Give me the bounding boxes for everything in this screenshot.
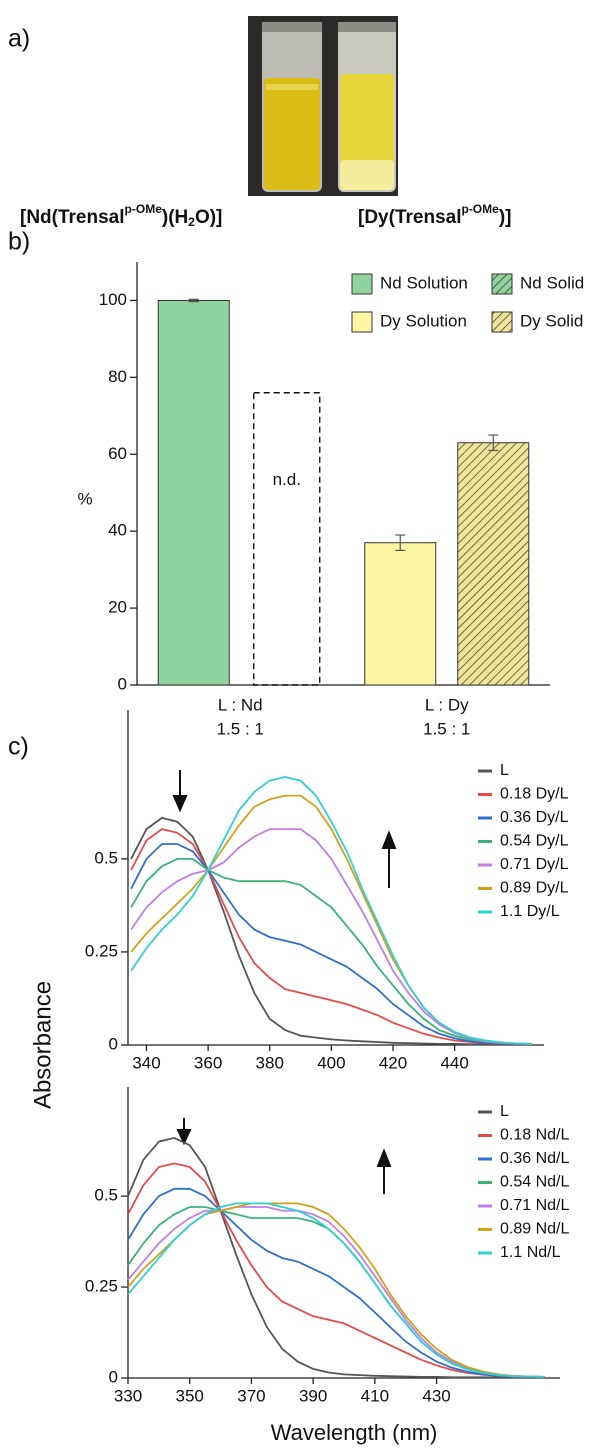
x-tick-label: 360 <box>194 1053 222 1072</box>
line-series <box>127 1202 545 1378</box>
caption-part: )] <box>499 207 512 228</box>
y-tick-label: 20 <box>108 598 127 617</box>
annotation: n.d. <box>273 470 301 489</box>
caption-superscript: p-OMe <box>461 202 499 216</box>
legend-label: 0.36 Dy/L <box>500 809 569 826</box>
legend-label: Nd Solution <box>380 273 468 292</box>
bar <box>457 442 530 686</box>
caption-part: )(H <box>162 207 188 228</box>
x-tick-label: 380 <box>256 1053 284 1072</box>
line-series <box>127 1206 545 1378</box>
legend-label: 0.54 Dy/L <box>500 833 569 850</box>
y-tick-label: 0 <box>109 1367 118 1386</box>
line-series <box>127 1162 545 1378</box>
line-series <box>130 828 532 1045</box>
legend-label: L <box>500 762 509 779</box>
line-series <box>127 1187 545 1378</box>
legend-swatch <box>351 311 373 333</box>
legend-label: Dy Solid <box>520 311 583 330</box>
x-tick-label: 410 <box>361 1386 389 1405</box>
placeholder-box <box>253 392 321 686</box>
legend-label: 0.18 Nd/L <box>500 1127 569 1144</box>
y-axis-label: Absorbance <box>29 981 56 1109</box>
legend-label: 1.1 Nd/L <box>500 1244 561 1261</box>
panel-label: c) <box>8 733 29 761</box>
legend-swatch <box>351 273 373 295</box>
bar <box>157 299 230 686</box>
caption-subscript: 2 <box>188 215 195 229</box>
x-tick-label: 330 <box>114 1386 142 1405</box>
error-bar <box>488 434 499 452</box>
x-tick-label: 440 <box>440 1053 468 1072</box>
line-series <box>130 828 532 1045</box>
y-axis-label: % <box>77 489 92 508</box>
legend-label: 0.89 Nd/L <box>500 1221 569 1238</box>
vial-photo <box>248 16 398 196</box>
y-tick-label: 60 <box>108 444 127 463</box>
x-axis-label: Wavelength (nm) <box>271 1420 438 1445</box>
line-series <box>127 1206 545 1378</box>
line-series <box>130 858 532 1045</box>
caption: [Nd(Trensalp-OMe)(H2O)] <box>20 202 222 229</box>
x-tick-label: 370 <box>237 1386 265 1405</box>
x-tick-label: 430 <box>422 1386 450 1405</box>
legend-label: Dy Solution <box>380 311 467 330</box>
x-tick-label: L : Dy <box>425 695 469 714</box>
error-bar <box>188 298 199 303</box>
line-series <box>130 794 532 1045</box>
y-tick-label: 100 <box>99 290 127 309</box>
line-series <box>130 843 532 1045</box>
caption-part: O)] <box>195 207 222 228</box>
legend-label: 1.1 Dy/L <box>500 903 560 920</box>
x-tick-label: 340 <box>132 1053 160 1072</box>
y-tick-label: 0.25 <box>85 1277 118 1296</box>
line-series <box>127 1136 545 1379</box>
line-series <box>130 816 532 1046</box>
legend-label: 0.18 Dy/L <box>500 786 569 803</box>
legend-label: 0.71 Nd/L <box>500 1197 569 1214</box>
bar <box>364 542 437 686</box>
caption: [Dy(Trensalp-OMe)] <box>358 202 511 228</box>
arrows <box>172 770 397 1194</box>
legend-swatch <box>491 273 513 295</box>
y-tick-label: 0 <box>118 674 127 693</box>
caption-superscript: p-OMe <box>125 202 163 216</box>
y-tick-label: 0.5 <box>94 848 118 867</box>
legend-label: 0.54 Nd/L <box>500 1174 569 1191</box>
legend-label: L <box>500 1103 509 1120</box>
caption-part: [Dy(Trensal <box>358 207 461 228</box>
y-tick-label: 40 <box>108 521 127 540</box>
line-series <box>130 776 532 1045</box>
legend-swatch <box>491 311 513 333</box>
x-tick-label: L : Nd <box>218 695 263 714</box>
y-tick-label: 0.5 <box>94 1186 118 1205</box>
y-tick-label: 0 <box>109 1034 118 1053</box>
caption-part: [Nd(Trensal <box>20 207 125 228</box>
panel-label: a) <box>8 25 30 53</box>
x-tick-label: 420 <box>379 1053 407 1072</box>
legend-label: 0.89 Dy/L <box>500 880 569 897</box>
error-bar <box>395 534 406 552</box>
legend-label: Nd Solid <box>520 273 584 292</box>
x-tick-label: 390 <box>299 1386 327 1405</box>
x-tick-label: 400 <box>317 1053 345 1072</box>
x-tick-sublabel: 1.5 : 1 <box>423 719 470 738</box>
legend-label: 0.71 Dy/L <box>500 856 569 873</box>
panel-label: b) <box>8 228 30 256</box>
x-tick-label: 350 <box>176 1386 204 1405</box>
y-tick-label: 0.25 <box>85 941 118 960</box>
x-tick-sublabel: 1.5 : 1 <box>217 719 264 738</box>
y-tick-label: 80 <box>108 367 127 386</box>
legend-label: 0.36 Nd/L <box>500 1150 569 1167</box>
